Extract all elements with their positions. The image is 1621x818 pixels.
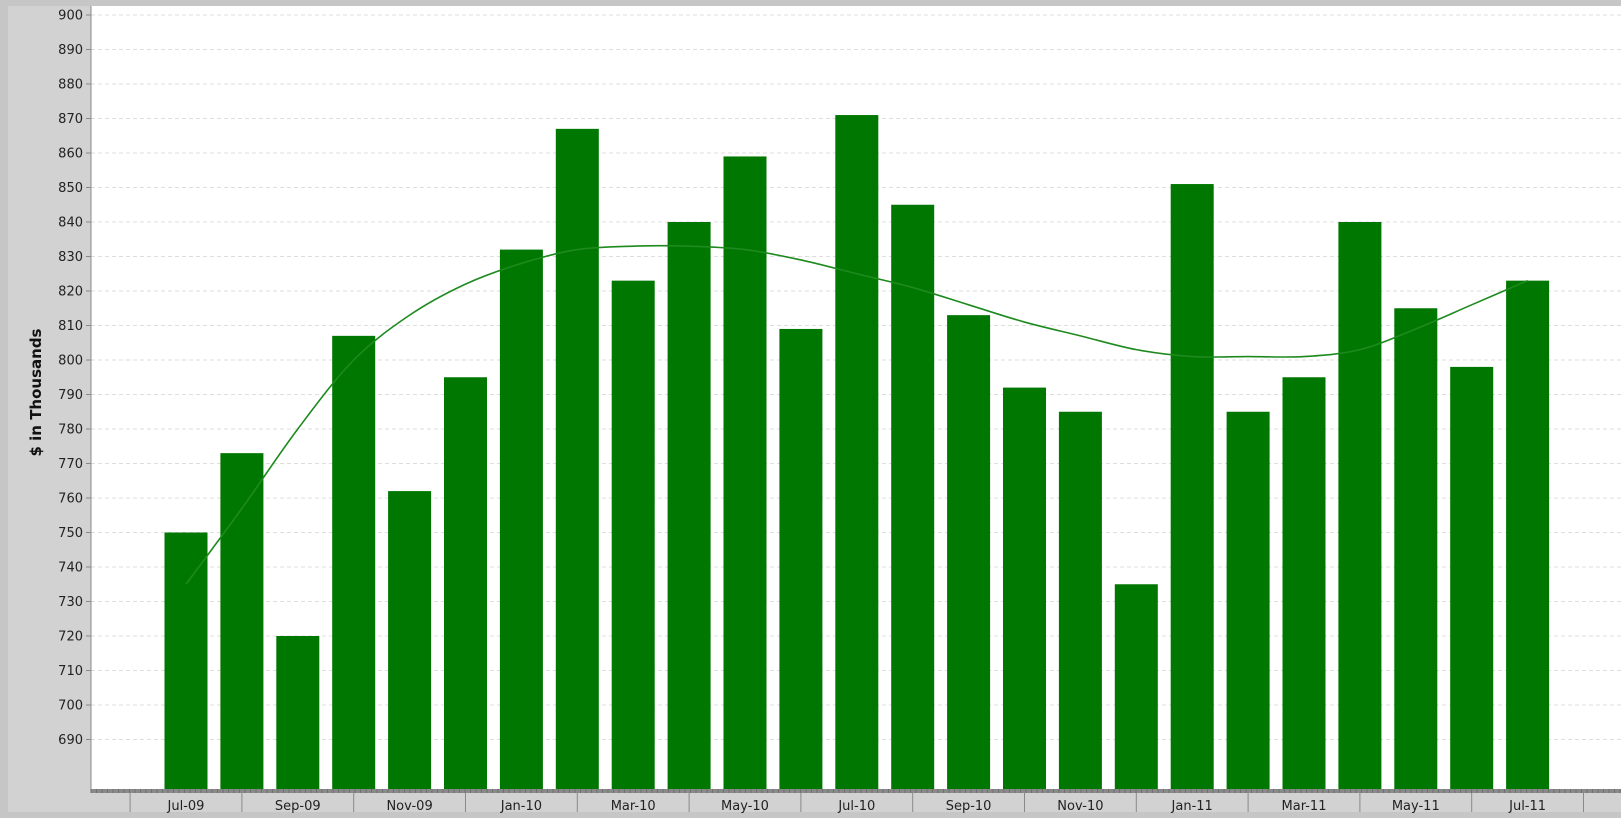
y-tick-label: 770 (58, 457, 83, 472)
y-tick-label: 740 (58, 561, 83, 576)
bar (444, 377, 487, 789)
x-tick-label: Sep-09 (275, 799, 321, 814)
y-tick-label: 880 (58, 78, 83, 93)
x-tick-label: Nov-10 (1057, 799, 1103, 814)
y-tick-label: 730 (58, 595, 83, 610)
y-tick-label: 690 (58, 733, 83, 748)
y-tick-label: 750 (58, 526, 83, 541)
bar (1226, 411, 1270, 789)
x-tick-label: Sep-10 (946, 799, 992, 814)
bar (499, 249, 543, 790)
bar (220, 453, 264, 789)
bar (891, 204, 935, 789)
x-axis-ticks: Jul-09 Sep-09 Nov-09 Jan-10 Mar-10 May-10 Jul-… (129, 793, 1584, 814)
bar (1282, 377, 1326, 789)
y-tick-label: 780 (58, 423, 83, 438)
x-tick-label: May-10 (721, 799, 769, 814)
bar (947, 315, 991, 789)
y-tick-label: 900 (58, 9, 83, 24)
bar (1114, 584, 1158, 789)
x-tick-label: Mar-10 (611, 799, 656, 814)
y-tick-label: 840 (58, 216, 83, 231)
y-tick-label: 890 (58, 43, 83, 58)
bar (835, 115, 879, 790)
x-tick-label: Jul-10 (837, 799, 875, 814)
y-axis-label: $ in Thousands (27, 328, 45, 456)
y-tick-label: 810 (58, 319, 83, 334)
bar (611, 280, 655, 789)
x-tick-label: Jan-11 (1171, 799, 1213, 814)
y-tick-label: 870 (58, 112, 83, 127)
bar (1450, 366, 1494, 789)
x-tick-label: May-11 (1392, 799, 1440, 814)
bar (388, 491, 432, 789)
x-tick-label: Jul-11 (1508, 799, 1546, 814)
bar (1338, 222, 1382, 789)
x-tick-label: Mar-11 (1282, 799, 1327, 814)
x-tick-label: Nov-09 (386, 799, 432, 814)
trend-line (185, 244, 1528, 585)
bar (164, 532, 208, 789)
bar (1394, 308, 1438, 789)
x-tick-label: Jul-09 (167, 799, 205, 814)
bar (667, 222, 711, 789)
bar (332, 335, 376, 789)
bar (1506, 280, 1550, 789)
y-tick-label: 830 (58, 250, 83, 265)
y-tick-label: 760 (58, 492, 83, 507)
bar (1003, 387, 1046, 789)
bar (555, 128, 599, 790)
y-tick-label: 800 (58, 354, 83, 369)
bar (779, 328, 823, 789)
y-tick-label: 710 (58, 664, 83, 679)
y-tick-label: 860 (58, 147, 83, 162)
y-tick-label: 790 (58, 388, 83, 403)
bar (1058, 411, 1102, 789)
bar (276, 636, 320, 789)
bar (723, 156, 767, 789)
x-tick-label: Jan-10 (500, 799, 542, 814)
bar-series (164, 115, 1550, 790)
y-tick-label: 820 (58, 285, 83, 300)
y-tick-label: 850 (58, 181, 83, 196)
y-axis-ticks: 690 700 710 720 730 740 750 760 770 780 790 800 810 8… (58, 9, 91, 748)
y-tick-label: 720 (58, 630, 83, 645)
y-tick-label: 700 (58, 699, 83, 714)
axes (90, 6, 1621, 793)
bar (1170, 184, 1214, 790)
